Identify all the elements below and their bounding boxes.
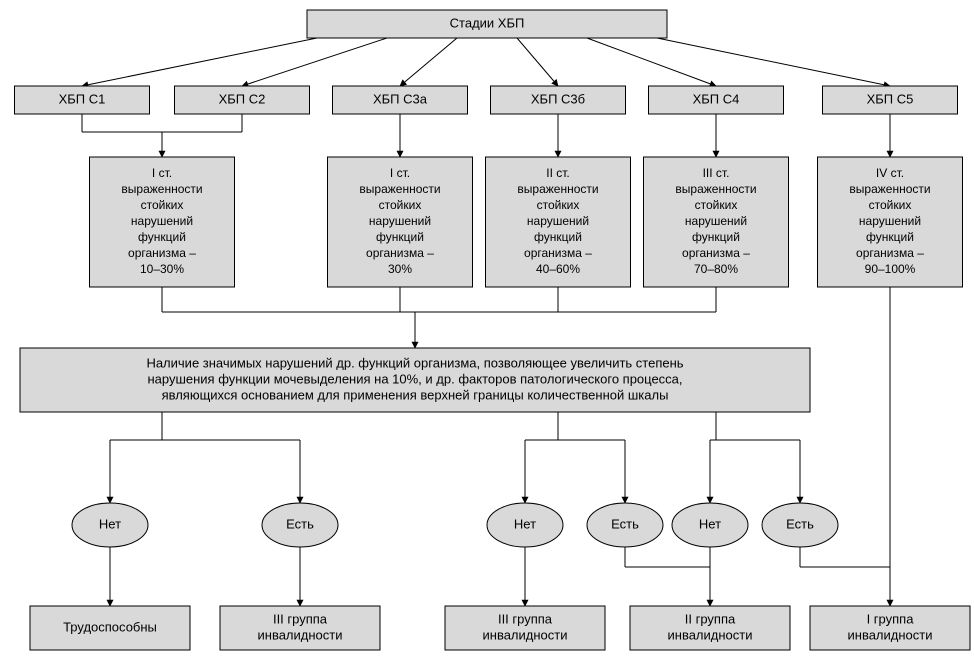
svg-text:организма –: организма – — [856, 246, 924, 260]
svg-text:выраженности: выраженности — [675, 182, 756, 196]
svg-text:инвалидности: инвалидности — [668, 627, 753, 642]
svg-text:IV ст.: IV ст. — [876, 166, 904, 180]
outcome-o5: I группаинвалидности — [810, 606, 970, 650]
svg-text:нарушений: нарушений — [685, 214, 747, 228]
outcome-o1: Трудоспособны — [30, 606, 190, 650]
svg-text:Трудоспособны: Трудоспособны — [63, 619, 157, 634]
svg-text:функций: функций — [376, 230, 424, 244]
svg-text:организма –: организма – — [366, 246, 434, 260]
svg-text:функций: функций — [866, 230, 914, 244]
svg-text:стойких: стойких — [141, 198, 184, 212]
svg-text:10–30%: 10–30% — [140, 262, 184, 276]
svg-text:I ст.: I ст. — [152, 166, 172, 180]
decision-d6: Есть — [762, 503, 838, 547]
decision-d2: Есть — [262, 503, 338, 547]
svg-text:организма –: организма – — [682, 246, 750, 260]
svg-text:инвалидности: инвалидности — [483, 627, 568, 642]
svg-text:организма –: организма – — [128, 246, 196, 260]
stage-c4: ХБП С4 — [649, 86, 784, 114]
svg-text:инвалидности: инвалидности — [258, 627, 343, 642]
svg-text:II группа: II группа — [685, 611, 736, 626]
svg-text:ХБП С5: ХБП С5 — [867, 91, 914, 106]
stage-c5: ХБП С5 — [823, 86, 958, 114]
svg-text:выраженности: выраженности — [517, 182, 598, 196]
svg-text:I группа: I группа — [867, 611, 915, 626]
svg-text:ХБП С3а: ХБП С3а — [373, 91, 428, 106]
outcome-o2: III группаинвалидности — [220, 606, 380, 650]
svg-text:организма –: организма – — [524, 246, 592, 260]
severity-s4: III ст. выраженности стойких нарушений функц… — [644, 157, 789, 287]
svg-text:90–100%: 90–100% — [865, 262, 916, 276]
stage-c3a: ХБП С3а — [333, 86, 468, 114]
stage-c1: ХБП С1 — [15, 86, 150, 114]
svg-text:выраженности: выраженности — [849, 182, 930, 196]
svg-text:функций: функций — [692, 230, 740, 244]
svg-text:выраженности: выраженности — [359, 182, 440, 196]
svg-text:инвалидности: инвалидности — [848, 627, 933, 642]
svg-text:Наличие значимых нарушений др.: Наличие значимых нарушений др. функций о… — [146, 355, 683, 370]
svg-text:нарушений: нарушений — [131, 214, 193, 228]
severity-s1: I ст. выраженности стойких нарушений функций… — [90, 157, 235, 287]
svg-text:III ст.: III ст. — [703, 166, 730, 180]
svg-text:70–80%: 70–80% — [694, 262, 738, 276]
decision-d5: Нет — [672, 503, 748, 547]
stage-c2: ХБП С2 — [175, 86, 310, 114]
decision-d4: Есть — [587, 503, 663, 547]
condition-node: Наличие значимых нарушений др. функций о… — [20, 348, 810, 412]
severity-s2: I ст. выраженности стойких нарушений функций… — [328, 157, 473, 287]
svg-text:Стадии ХБП: Стадии ХБП — [450, 15, 525, 30]
svg-text:Нет: Нет — [99, 516, 121, 531]
svg-text:нарушений: нарушений — [369, 214, 431, 228]
svg-text:II ст.: II ст. — [546, 166, 570, 180]
svg-text:выраженности: выраженности — [121, 182, 202, 196]
svg-text:ХБП С4: ХБП С4 — [693, 91, 740, 106]
stage-c3b: ХБП С3б — [491, 86, 626, 114]
svg-text:функций: функций — [534, 230, 582, 244]
svg-text:III группа: III группа — [498, 611, 553, 626]
svg-text:ХБП С2: ХБП С2 — [219, 91, 266, 106]
decision-d3: Нет — [487, 503, 563, 547]
severity-s5: IV ст. выраженности стойких нарушений функци… — [818, 157, 963, 287]
outcome-o4: II группаинвалидности — [630, 606, 790, 650]
svg-text:ХБП С3б: ХБП С3б — [531, 91, 585, 106]
svg-text:нарушения функции мочевыделени: нарушения функции мочевыделения на 10%, … — [147, 371, 682, 386]
ckd-stages-flowchart: Стадии ХБП ХБП С1 ХБП С2 ХБП С3а ХБП С3б ХБП … — [0, 0, 974, 661]
svg-text:стойких: стойких — [379, 198, 422, 212]
svg-text:Нет: Нет — [699, 516, 721, 531]
svg-text:Есть: Есть — [286, 516, 314, 531]
svg-text:стойких: стойких — [695, 198, 738, 212]
svg-text:ХБП С1: ХБП С1 — [59, 91, 106, 106]
svg-text:стойких: стойких — [869, 198, 912, 212]
svg-text:Нет: Нет — [514, 516, 536, 531]
svg-text:Есть: Есть — [611, 516, 639, 531]
svg-text:I ст.: I ст. — [390, 166, 410, 180]
svg-text:III группа: III группа — [273, 611, 328, 626]
decision-d1: Нет — [72, 503, 148, 547]
svg-text:нарушений: нарушений — [527, 214, 589, 228]
svg-text:стойких: стойких — [537, 198, 580, 212]
outcome-o3: III группаинвалидности — [445, 606, 605, 650]
svg-text:функций: функций — [138, 230, 186, 244]
svg-text:Есть: Есть — [786, 516, 814, 531]
svg-text:являющихся основанием для прим: являющихся основанием для применения вер… — [162, 387, 669, 402]
svg-text:40–60%: 40–60% — [536, 262, 580, 276]
svg-text:нарушений: нарушений — [859, 214, 921, 228]
root-node: Стадии ХБП — [307, 10, 667, 38]
severity-s3: II ст. выраженности стойких нарушений функци… — [486, 157, 631, 287]
svg-text:30%: 30% — [388, 262, 412, 276]
